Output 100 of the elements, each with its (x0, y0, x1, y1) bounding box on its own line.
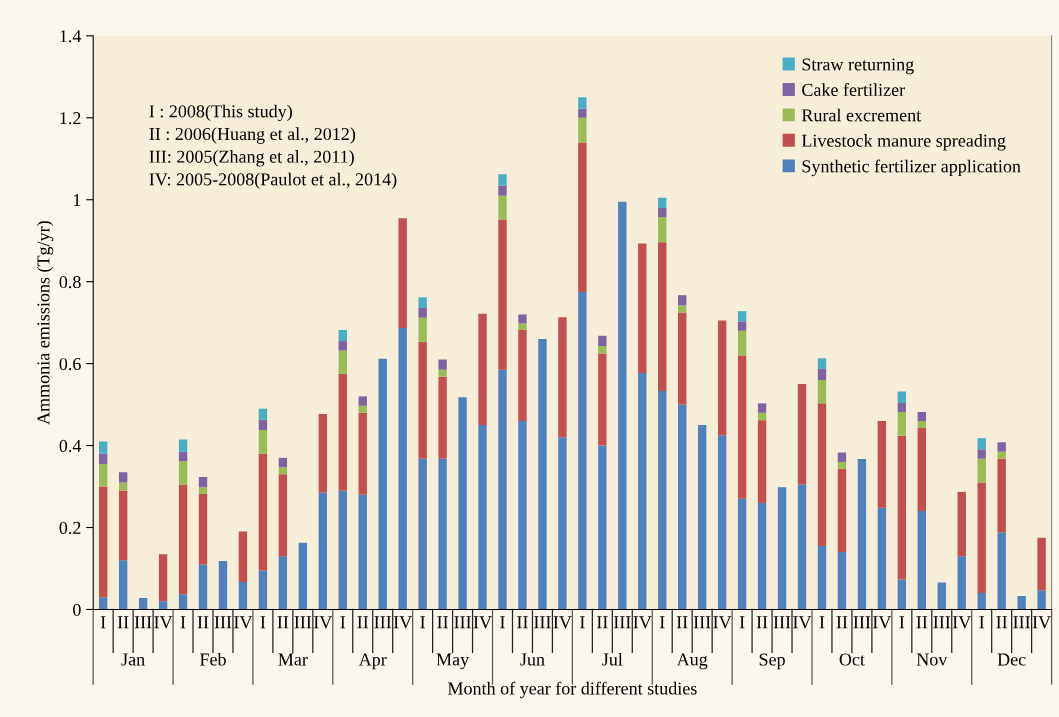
bar (518, 314, 527, 324)
bar (338, 490, 347, 610)
text: Jun (520, 653, 545, 666)
bar (258, 430, 268, 454)
bar (917, 427, 926, 512)
bar (897, 579, 907, 610)
bar (678, 312, 687, 405)
bar (997, 451, 1006, 459)
legend-label: Rural excrement (801, 108, 922, 122)
bar (917, 511, 926, 610)
x-axis-title: Month of year for different studies (447, 681, 697, 699)
bar (897, 411, 907, 436)
bar (338, 350, 347, 374)
bar (458, 397, 467, 610)
bar (198, 477, 208, 488)
bar (578, 108, 587, 118)
x-tick-label: IV (633, 616, 652, 629)
bar (518, 323, 527, 331)
annotation: I : 2008(This study) II : 2006(Huang et al., 2012) III: 2005(Zhang et al., 2011) IV: 2005-2008(Paulot et al., 2014) (149, 104, 397, 190)
bar (418, 307, 427, 318)
bar (178, 461, 188, 485)
x-tick-label: III (294, 616, 312, 629)
bar (178, 594, 188, 610)
bar (877, 507, 887, 610)
bar (737, 498, 747, 610)
bar (98, 597, 108, 610)
bar (258, 570, 268, 610)
bar (198, 564, 208, 610)
bar (977, 449, 986, 459)
bar (598, 353, 607, 446)
y-tick-label: 0 (73, 603, 81, 616)
bar (917, 411, 926, 421)
x-tick-label: III (853, 616, 871, 629)
x-tick-label: IV (313, 616, 333, 629)
x-tick-label: II (437, 616, 448, 629)
x-tick-label: IV (1032, 616, 1051, 629)
bar (478, 425, 487, 610)
bar (318, 414, 327, 493)
bar (658, 217, 667, 243)
bar (757, 502, 767, 610)
x-tick-label: III (374, 616, 392, 629)
text: May (436, 653, 470, 670)
bar (418, 458, 427, 610)
x-tick-label: I (420, 616, 426, 629)
bar (98, 486, 108, 598)
bar (438, 359, 447, 370)
bar (957, 491, 966, 557)
bar (578, 117, 587, 143)
x-tick-label: I (899, 616, 905, 629)
bar (737, 311, 747, 322)
bar (658, 391, 667, 610)
bar (498, 219, 507, 370)
x-tick-label: IV (952, 616, 972, 629)
bar (618, 201, 627, 610)
bar (598, 445, 607, 610)
bar (578, 142, 587, 292)
bar (498, 185, 507, 196)
bar (338, 330, 347, 342)
x-tick-label: II (836, 616, 848, 629)
bar (518, 420, 527, 610)
x-tick-label: II (357, 616, 369, 629)
x-tick-label: I (500, 616, 505, 629)
bar (1017, 595, 1026, 610)
bar (817, 380, 827, 404)
bar (238, 531, 248, 582)
text: Sep (759, 653, 785, 670)
bar (777, 487, 787, 610)
y-tick-label: 1.2 (60, 112, 81, 125)
bar (997, 458, 1006, 533)
text: Jan (121, 653, 145, 666)
x-tick-label: II (996, 616, 1008, 629)
bar (717, 435, 727, 610)
bar (438, 376, 447, 459)
bar (638, 243, 647, 374)
bar (957, 556, 966, 610)
bar (658, 207, 667, 218)
bar (198, 487, 208, 494)
text: Oct (839, 653, 865, 666)
x-tick-label: IV (473, 616, 492, 629)
text: Dec (997, 653, 1026, 666)
y-tick-label: 0.6 (59, 357, 81, 371)
legend-label: Livestock manure spreading (801, 134, 1006, 151)
x-tick-label: I (580, 616, 585, 629)
bar (837, 461, 847, 469)
x-tick-label: III (773, 616, 791, 629)
bar (717, 320, 727, 436)
x-tick-label: III (134, 616, 152, 629)
bar (578, 97, 587, 109)
bar (378, 358, 387, 610)
bar (278, 556, 288, 610)
bar (897, 402, 907, 412)
x-tick-label: II (277, 616, 289, 629)
bar (358, 405, 367, 413)
bar (638, 373, 647, 610)
bar (98, 464, 108, 487)
x-tick-label: IV (713, 616, 732, 629)
x-tick-label: I (739, 616, 745, 629)
legend-label: Cake fertilizer (802, 83, 905, 96)
y-tick-label: 0.2 (59, 521, 81, 535)
bar (318, 492, 327, 610)
